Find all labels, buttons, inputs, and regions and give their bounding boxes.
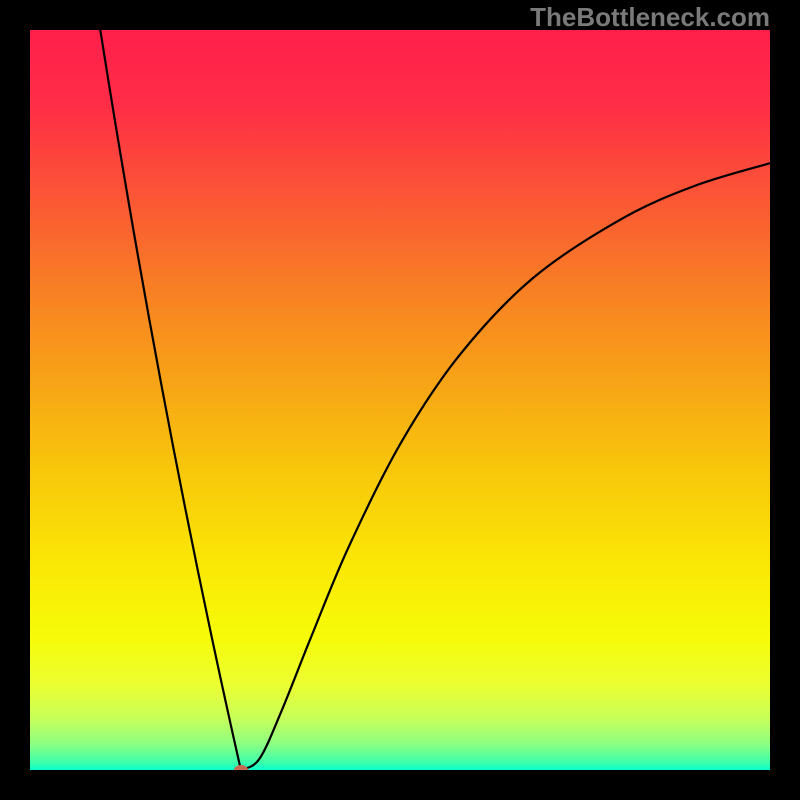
watermark-text: TheBottleneck.com bbox=[530, 2, 770, 33]
vertex-marker bbox=[234, 765, 248, 770]
bottleneck-curve bbox=[30, 30, 770, 770]
chart-frame: TheBottleneck.com bbox=[0, 0, 800, 800]
plot-area bbox=[30, 30, 770, 770]
